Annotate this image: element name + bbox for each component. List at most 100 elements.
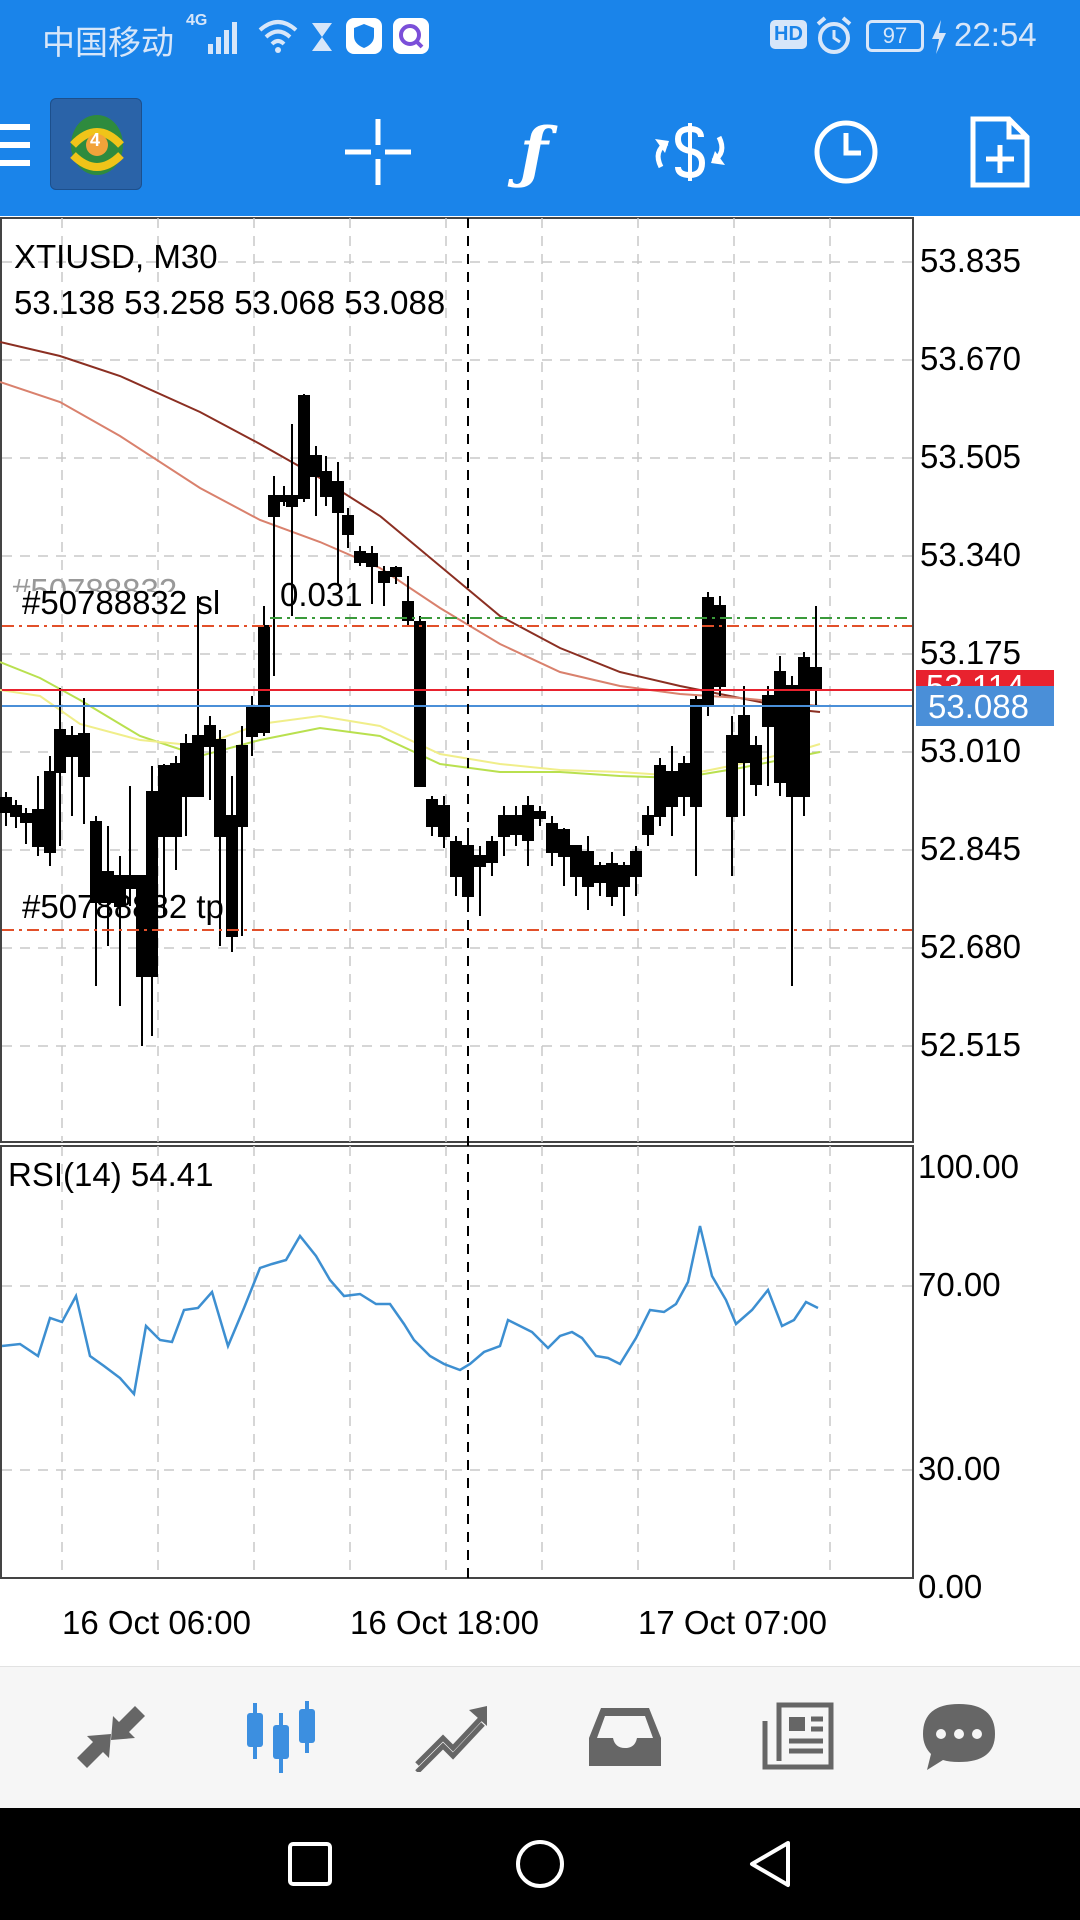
chart-icon: [247, 1701, 315, 1773]
candle-body: [332, 481, 344, 513]
recents-button[interactable]: [270, 1834, 350, 1894]
crosshair-button[interactable]: [330, 104, 426, 200]
menu-icon[interactable]: [0, 122, 30, 168]
price-tick-1: 53.835: [920, 242, 1021, 279]
rsi-tick-30: 30.00: [918, 1450, 1001, 1487]
new-order-button[interactable]: [952, 104, 1048, 200]
hd-badge: HD: [770, 20, 807, 49]
quotes-icon: [77, 1706, 145, 1768]
time-tick-1: 16 Oct 06:00: [62, 1604, 251, 1641]
alarm-icon: [816, 16, 852, 54]
chart-canvas[interactable]: XTIUSD, M30 53.138 53.258 53.068 53.088 …: [0, 216, 1080, 1666]
time-tick-3: 17 Oct 07:00: [638, 1604, 827, 1641]
candle-body: [124, 875, 136, 889]
candle-body: [310, 455, 322, 477]
candle-body: [378, 571, 390, 583]
hourglass-icon: [312, 23, 332, 51]
candle-body: [236, 745, 248, 827]
candle-body: [450, 841, 462, 877]
candle-body: [414, 621, 426, 787]
candle-body: [486, 841, 498, 863]
candle-body: [510, 815, 522, 835]
app-logo-icon[interactable]: 4: [50, 98, 142, 190]
trade-icon: [415, 1706, 487, 1772]
candle-body: [738, 715, 750, 763]
home-icon: [516, 1840, 564, 1888]
sl-order-label: #50788832 sl: [22, 584, 220, 621]
sl-order-value: 0.031: [280, 576, 363, 613]
candle-body: [366, 553, 378, 567]
candle-body: [342, 515, 354, 535]
candle-body: [522, 805, 534, 841]
candle-body: [32, 809, 44, 847]
candle-body: [594, 865, 606, 883]
rsi-pane-border: [0, 1145, 914, 1579]
back-button[interactable]: [730, 1834, 810, 1894]
search-app-icon: [393, 18, 429, 54]
candle-body: [606, 863, 618, 897]
status-bar: 中国移动 4G HD 97 22:54: [0, 0, 1080, 74]
signal-icon: [208, 22, 237, 54]
new-order-icon: [970, 116, 1030, 188]
charging-icon: [932, 20, 946, 54]
candle-body: [774, 671, 786, 783]
home-button[interactable]: [500, 1834, 580, 1894]
price-chart[interactable]: XTIUSD, M30 53.138 53.258 53.068 53.088 …: [0, 216, 1080, 1666]
nav-quotes[interactable]: [56, 1687, 166, 1787]
candle-body: [180, 743, 192, 797]
carrier-name: 中国移动: [42, 24, 174, 61]
shield-app-icon: [346, 18, 382, 54]
bid-price-tag-bg: [916, 686, 1054, 726]
candle-body: [666, 771, 678, 807]
nav-news[interactable]: [744, 1687, 854, 1787]
candle-body: [438, 805, 450, 837]
symbols-icon: [655, 123, 725, 181]
candle-body: [678, 763, 690, 797]
ma-slow-line: [0, 341, 821, 713]
nav-chat[interactable]: [904, 1687, 1014, 1787]
candle-body: [498, 815, 510, 837]
rsi-label: RSI(14) 54.41: [8, 1156, 213, 1193]
timeframe-button[interactable]: [798, 104, 894, 200]
bottom-navigation: [0, 1666, 1080, 1808]
history-icon: [589, 1708, 661, 1766]
candle-body: [102, 871, 114, 903]
candle-body: [226, 815, 238, 937]
candle-body: [258, 625, 270, 733]
nav-trade[interactable]: [398, 1687, 508, 1787]
rsi-tick-0: 0.00: [918, 1568, 982, 1605]
candle-body: [54, 729, 66, 773]
candle-body: [726, 735, 738, 817]
rsi-tick-70: 70.00: [918, 1266, 1001, 1303]
symbols-button[interactable]: [642, 104, 738, 200]
candle-body: [810, 667, 822, 691]
nav-chart[interactable]: [226, 1687, 336, 1787]
nav-history[interactable]: [570, 1687, 680, 1787]
indicators-icon: ƒ: [519, 113, 549, 191]
system-navigation: [0, 1808, 1080, 1920]
logo-badge: 4: [90, 130, 101, 150]
recents-icon: [288, 1842, 332, 1886]
candle-body: [762, 695, 774, 727]
order-lines: [2, 617, 912, 931]
candle-body: [426, 799, 438, 827]
price-tick-3: 53.505: [920, 438, 1021, 475]
crosshair-icon: [345, 119, 411, 185]
candle-body: [558, 829, 570, 857]
ohlc-values: 53.138 53.258 53.068 53.088: [14, 284, 445, 321]
price-tick-4: 53.340: [920, 536, 1021, 573]
candle-body: [114, 875, 126, 907]
top-toolbar: 4 ƒ: [0, 74, 1080, 216]
candle-body: [0, 797, 12, 813]
ma-fast-line: [0, 661, 821, 780]
wifi-icon: [258, 20, 298, 53]
candle-body: [170, 763, 182, 837]
clock: 22:54: [954, 16, 1037, 53]
candle-body: [78, 733, 90, 777]
candle-body: [246, 705, 258, 737]
indicators-button[interactable]: ƒ: [486, 104, 582, 200]
candle-body: [642, 815, 654, 835]
sl-ghost-label: #50788832: [12, 572, 177, 609]
candle-body: [192, 735, 204, 797]
candle-body: [146, 791, 158, 977]
